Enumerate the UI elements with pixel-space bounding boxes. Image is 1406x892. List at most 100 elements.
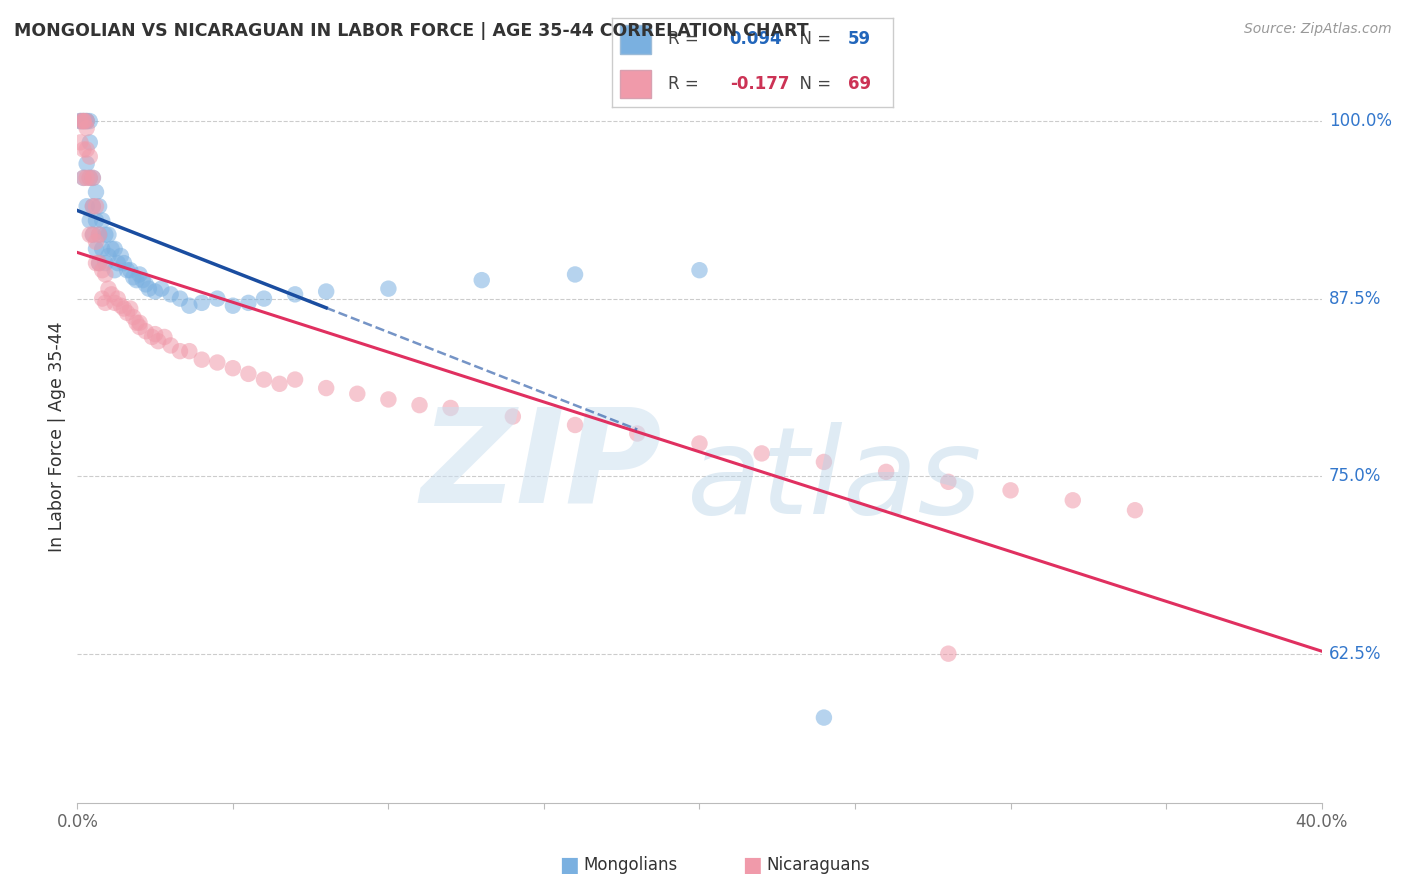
Point bbox=[79, 170, 101, 185]
Point bbox=[128, 316, 150, 330]
Point bbox=[94, 268, 117, 282]
Text: ZIP: ZIP bbox=[420, 403, 662, 530]
Point bbox=[79, 136, 101, 150]
Point bbox=[159, 338, 181, 352]
Point bbox=[69, 114, 91, 128]
Point bbox=[346, 386, 368, 401]
Point bbox=[128, 320, 150, 334]
Text: R =: R = bbox=[668, 30, 704, 48]
Point bbox=[84, 185, 107, 199]
Point bbox=[84, 235, 107, 249]
Point bbox=[125, 316, 148, 330]
Point bbox=[69, 136, 91, 150]
Point bbox=[207, 292, 229, 306]
Point bbox=[143, 327, 166, 342]
Text: 0.094: 0.094 bbox=[730, 30, 782, 48]
Point bbox=[128, 268, 150, 282]
Point bbox=[689, 436, 711, 450]
Text: -0.177: -0.177 bbox=[730, 75, 789, 93]
Point bbox=[131, 273, 153, 287]
Point bbox=[100, 242, 122, 256]
Point bbox=[84, 256, 107, 270]
Point bbox=[97, 249, 120, 263]
Point bbox=[284, 287, 307, 301]
Point bbox=[269, 376, 291, 391]
Text: Source: ZipAtlas.com: Source: ZipAtlas.com bbox=[1244, 22, 1392, 37]
Point bbox=[120, 301, 142, 316]
Point bbox=[104, 263, 127, 277]
Point bbox=[689, 263, 711, 277]
Point bbox=[97, 282, 120, 296]
Point bbox=[222, 299, 245, 313]
Point bbox=[125, 273, 148, 287]
Point bbox=[79, 114, 101, 128]
Point bbox=[141, 330, 163, 344]
Point bbox=[191, 352, 214, 367]
Y-axis label: In Labor Force | Age 35-44: In Labor Force | Age 35-44 bbox=[48, 322, 66, 552]
Point bbox=[169, 292, 191, 306]
Point bbox=[112, 256, 135, 270]
Point bbox=[94, 227, 117, 242]
Point bbox=[104, 296, 127, 310]
Point bbox=[72, 114, 94, 128]
Point bbox=[238, 296, 260, 310]
Point bbox=[135, 324, 157, 338]
Point bbox=[207, 355, 229, 369]
Point bbox=[72, 114, 94, 128]
Point bbox=[76, 143, 98, 157]
Point bbox=[115, 306, 138, 320]
Point bbox=[471, 273, 494, 287]
Point bbox=[751, 446, 773, 460]
Point bbox=[82, 199, 104, 213]
Point bbox=[91, 292, 114, 306]
Text: 62.5%: 62.5% bbox=[1329, 645, 1381, 663]
Point bbox=[284, 373, 307, 387]
Point bbox=[82, 170, 104, 185]
Point bbox=[1123, 503, 1146, 517]
Point bbox=[100, 287, 122, 301]
Point bbox=[82, 170, 104, 185]
Point bbox=[377, 392, 399, 407]
Point bbox=[153, 330, 176, 344]
Point bbox=[91, 213, 114, 227]
Point bbox=[150, 282, 173, 296]
Point bbox=[107, 256, 129, 270]
Point bbox=[148, 334, 170, 349]
Point bbox=[112, 301, 135, 316]
Point bbox=[564, 268, 586, 282]
Point bbox=[72, 114, 94, 128]
Point bbox=[875, 465, 897, 479]
Point bbox=[94, 256, 117, 270]
Point bbox=[813, 455, 835, 469]
Text: 100.0%: 100.0% bbox=[1329, 112, 1392, 130]
Point bbox=[1062, 493, 1084, 508]
Point bbox=[82, 227, 104, 242]
Point bbox=[87, 227, 110, 242]
Point bbox=[72, 170, 94, 185]
Point bbox=[72, 170, 94, 185]
Text: Nicaraguans: Nicaraguans bbox=[766, 856, 870, 874]
Text: MONGOLIAN VS NICARAGUAN IN LABOR FORCE | AGE 35-44 CORRELATION CHART: MONGOLIAN VS NICARAGUAN IN LABOR FORCE |… bbox=[14, 22, 808, 40]
Point bbox=[626, 426, 648, 441]
Text: atlas: atlas bbox=[688, 423, 983, 540]
Point bbox=[120, 263, 142, 277]
Text: Mongolians: Mongolians bbox=[583, 856, 678, 874]
Point bbox=[191, 296, 214, 310]
Point bbox=[135, 277, 157, 292]
Point bbox=[91, 263, 114, 277]
Text: 69: 69 bbox=[848, 75, 870, 93]
Text: N =: N = bbox=[789, 30, 837, 48]
Point bbox=[69, 114, 91, 128]
Point bbox=[72, 143, 94, 157]
Point bbox=[76, 156, 98, 170]
Point bbox=[87, 199, 110, 213]
Point bbox=[238, 367, 260, 381]
Point bbox=[107, 292, 129, 306]
Point bbox=[813, 710, 835, 724]
Text: 87.5%: 87.5% bbox=[1329, 290, 1381, 308]
Point bbox=[938, 647, 960, 661]
Text: N =: N = bbox=[789, 75, 837, 93]
Point bbox=[222, 361, 245, 376]
Point bbox=[84, 199, 107, 213]
Point bbox=[564, 417, 586, 432]
